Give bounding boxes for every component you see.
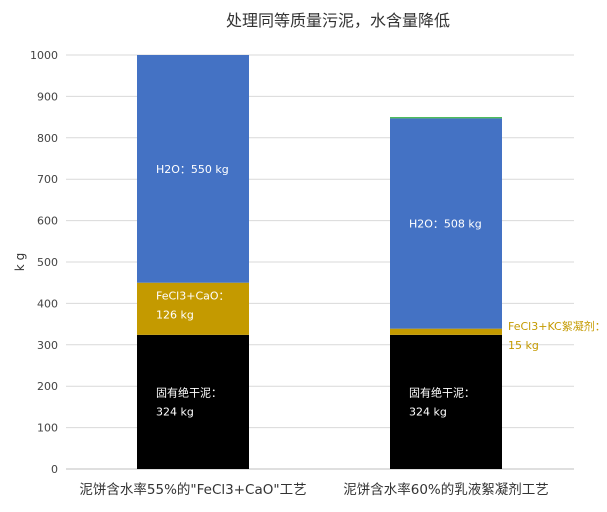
bar-segment	[137, 334, 249, 469]
y-tick-label: 200	[37, 380, 58, 393]
y-tick-labels: 0 100 200 300 400 500 600 700 800 900 1000	[30, 49, 58, 476]
bar-segment-label: FeCl3+KC絮凝剂：	[508, 319, 606, 333]
bar-segment-label: FeCl3+CaO：	[156, 290, 230, 303]
bar-segment	[137, 55, 249, 283]
y-tick-label: 800	[37, 132, 58, 145]
bar-segment-label: 324 kg	[156, 405, 194, 418]
bar-segment	[390, 117, 502, 119]
bar-segment	[390, 334, 502, 469]
x-category-labels: 泥饼含水率55%的"FeCl3+CaO"工艺 泥饼含水率60%的乳液絮凝剂工艺	[79, 481, 548, 498]
y-tick-label: 1000	[30, 49, 58, 62]
y-tick-label: 600	[37, 215, 58, 228]
y-tick-label: 500	[37, 256, 58, 269]
y-tick-label: 900	[37, 90, 58, 103]
bar-segment	[390, 118, 502, 329]
bar-segment	[390, 328, 502, 335]
bar-segment-label: 15 kg	[508, 339, 539, 352]
x-category-label: 泥饼含水率55%的"FeCl3+CaO"工艺	[79, 481, 306, 498]
bar-segment-label: 324 kg	[409, 405, 447, 418]
y-tick-label: 0	[51, 463, 58, 476]
bar-segment-label: 固有绝干泥：	[156, 385, 222, 399]
bar-segment-label: H2O：550 kg	[156, 163, 229, 176]
bars	[137, 55, 502, 469]
bar-segment-label: H2O：508 kg	[409, 217, 482, 230]
bar-segment	[137, 282, 249, 335]
data-labels: 固有绝干泥： 324 kg FeCl3+CaO： 126 kg H2O：550 kg 固有…	[156, 163, 606, 419]
y-tick-label: 100	[37, 422, 58, 435]
chart-title: 处理同等质量污泥，水含量降低	[226, 11, 450, 30]
bar-segment-label: 126 kg	[156, 309, 194, 322]
bar-segment-label: 固有绝干泥：	[409, 385, 475, 399]
y-tick-label: 400	[37, 297, 58, 310]
y-tick-label: 700	[37, 173, 58, 186]
y-tick-label: 300	[37, 339, 58, 352]
y-axis-label: k g	[13, 253, 27, 271]
x-category-label: 泥饼含水率60%的乳液絮凝剂工艺	[343, 481, 549, 498]
